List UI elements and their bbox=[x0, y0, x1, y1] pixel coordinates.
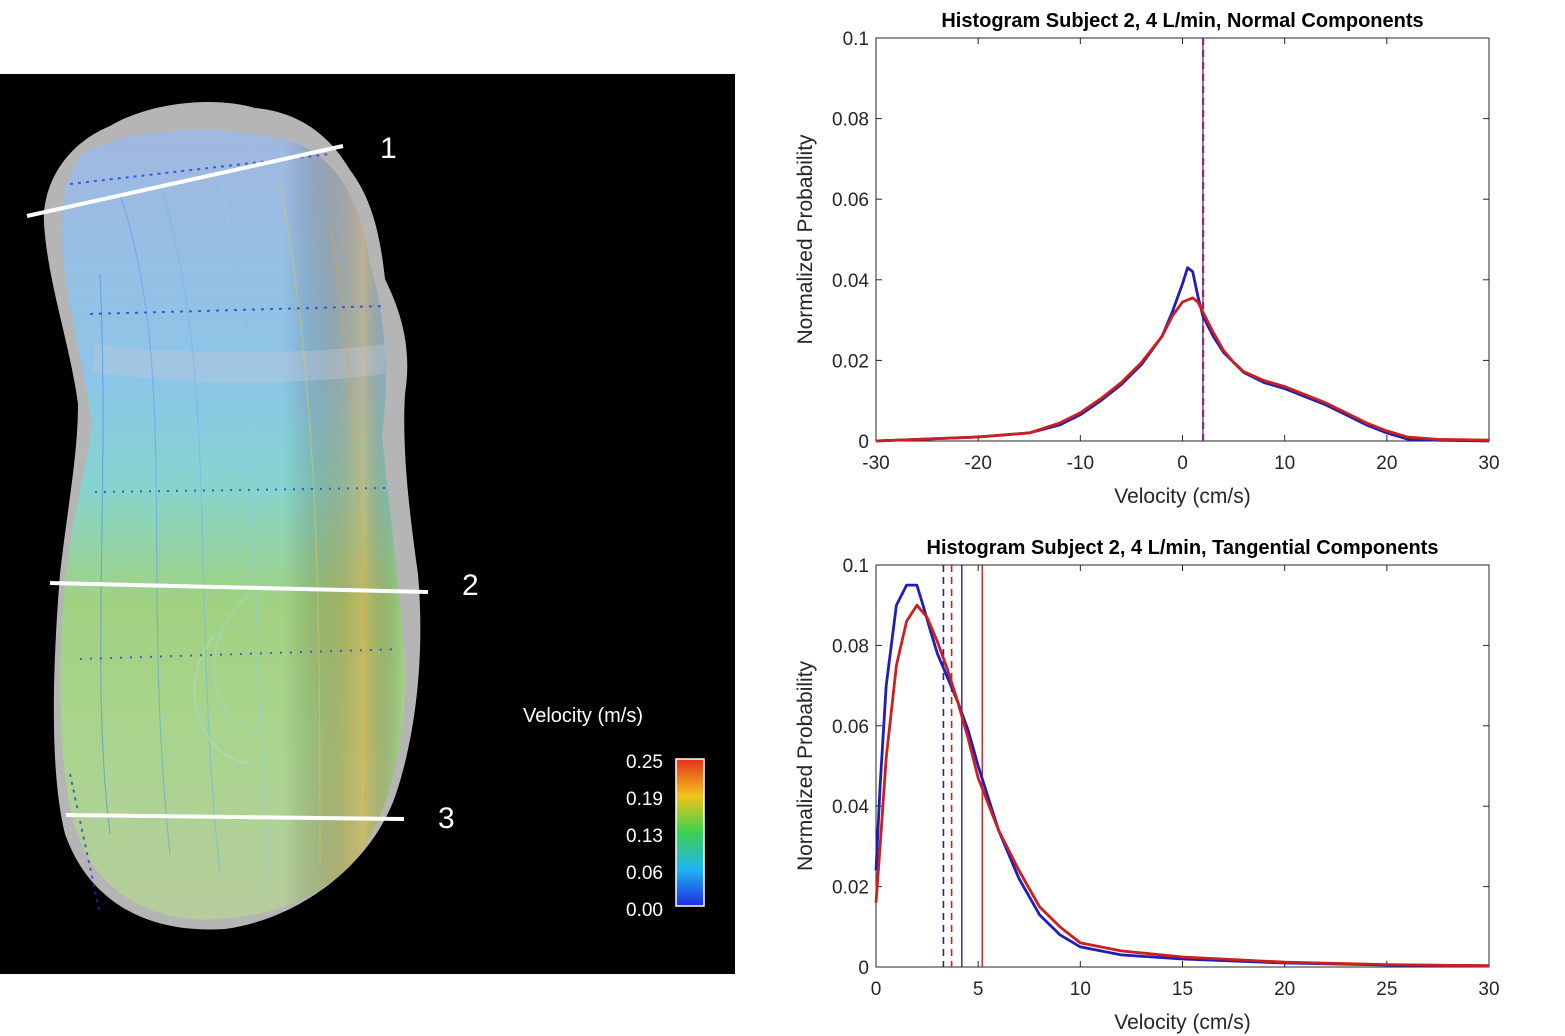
x-tick-label: -20 bbox=[964, 453, 991, 474]
chart-title: Histogram Subject 2, 4 L/min, Normal Com… bbox=[941, 10, 1423, 32]
y-axis-label: Normalized Probability bbox=[794, 660, 817, 871]
x-tick-label: 25 bbox=[1376, 979, 1397, 1000]
x-axis-label: Velocity (cm/s) bbox=[1114, 1011, 1251, 1034]
x-tick-label: 0 bbox=[1177, 453, 1188, 474]
x-tick-label: 20 bbox=[1376, 453, 1397, 474]
section-line-3 bbox=[65, 813, 405, 821]
colorbar-tick: 0.06 bbox=[626, 863, 663, 884]
section-line-2 bbox=[49, 581, 429, 594]
shell-band bbox=[92, 344, 385, 383]
x-tick-label: -10 bbox=[1067, 453, 1094, 474]
y-tick-label: 0.08 bbox=[832, 636, 869, 657]
y-tick-label: 0 bbox=[858, 958, 869, 979]
x-tick-label: 5 bbox=[973, 979, 984, 1000]
colorbar-tick: 0.19 bbox=[626, 789, 663, 810]
series-line-red bbox=[875, 296, 1490, 443]
velocity-render-panel: 1 2 3 Velocity (m/s) 0.25 0.19 0.13 0.06… bbox=[0, 74, 735, 974]
colorbar bbox=[675, 758, 705, 907]
y-tick-label: 0.06 bbox=[832, 190, 869, 211]
x-tick-label: 15 bbox=[1172, 979, 1193, 1000]
x-tick-label: 10 bbox=[1274, 453, 1295, 474]
x-tick-label: 20 bbox=[1274, 979, 1295, 1000]
plot-area bbox=[875, 564, 1490, 968]
x-tick-label: 0 bbox=[871, 979, 882, 1000]
y-axis-label: Normalized Probability bbox=[794, 134, 817, 345]
y-tick-label: 0.08 bbox=[832, 110, 869, 131]
y-tick-label: 0.06 bbox=[832, 717, 869, 738]
x-tick-label: 30 bbox=[1478, 979, 1499, 1000]
y-tick-label: 0.1 bbox=[843, 29, 869, 50]
streamlines bbox=[99, 173, 367, 885]
y-tick-label: 0.1 bbox=[843, 556, 869, 577]
colorbar-title: Velocity (m/s) bbox=[523, 705, 643, 727]
flow-highlight bbox=[60, 129, 405, 920]
x-tick-label: 30 bbox=[1478, 453, 1499, 474]
colorbar-tick: 0.00 bbox=[626, 900, 663, 921]
section-label-1: 1 bbox=[380, 132, 397, 165]
colorbar-tick: 0.13 bbox=[626, 826, 663, 847]
y-tick-label: 0.02 bbox=[832, 351, 869, 372]
section-label-2: 2 bbox=[462, 569, 479, 602]
section-line-1 bbox=[26, 144, 344, 218]
y-tick-label: 0.04 bbox=[832, 271, 869, 292]
chart-title: Histogram Subject 2, 4 L/min, Tangential… bbox=[927, 537, 1439, 559]
y-tick-label: 0 bbox=[858, 432, 869, 453]
section-label-3: 3 bbox=[438, 802, 455, 835]
x-tick-label: 10 bbox=[1070, 979, 1091, 1000]
y-tick-label: 0.02 bbox=[832, 878, 869, 899]
plot-area bbox=[875, 37, 1490, 442]
x-axis-label: Velocity (cm/s) bbox=[1114, 485, 1251, 508]
ventricle-render: 1 2 3 Velocity (m/s) 0.25 0.19 0.13 0.06… bbox=[26, 102, 705, 930]
y-tick-label: 0.04 bbox=[832, 797, 869, 818]
series-line-red bbox=[874, 603, 1490, 968]
colorbar-tick: 0.25 bbox=[626, 752, 663, 773]
x-tick-label: -30 bbox=[862, 453, 889, 474]
series-line-blue bbox=[874, 583, 1490, 968]
